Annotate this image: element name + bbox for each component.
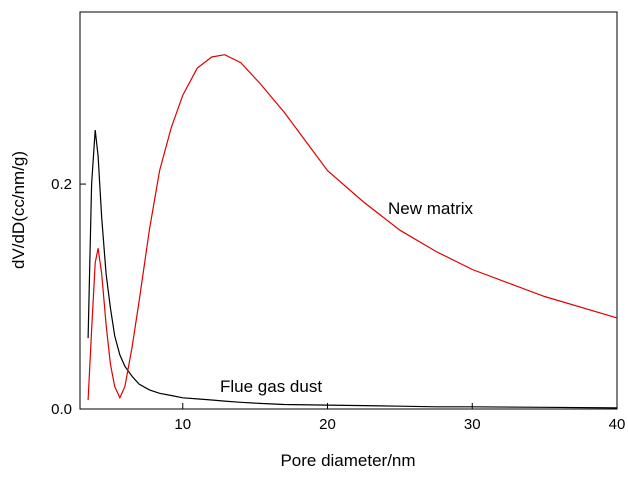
x-tick-label: 10	[174, 416, 191, 433]
series-label: New matrix	[388, 199, 474, 218]
x-axis-label: Pore diameter/nm	[280, 451, 415, 470]
y-tick-label: 0.2	[51, 176, 72, 193]
series-line	[87, 54, 618, 401]
x-tick-label: 40	[609, 416, 626, 433]
y-tick-label: 0.0	[51, 401, 72, 418]
x-tick-label: 30	[464, 416, 481, 433]
plot-frame	[79, 11, 618, 410]
x-tick-label: 20	[319, 416, 336, 433]
series-line	[87, 130, 618, 409]
y-axis-label: dV/dD(cc/nm/g)	[9, 151, 28, 269]
series-label: Flue gas dust	[220, 377, 322, 396]
